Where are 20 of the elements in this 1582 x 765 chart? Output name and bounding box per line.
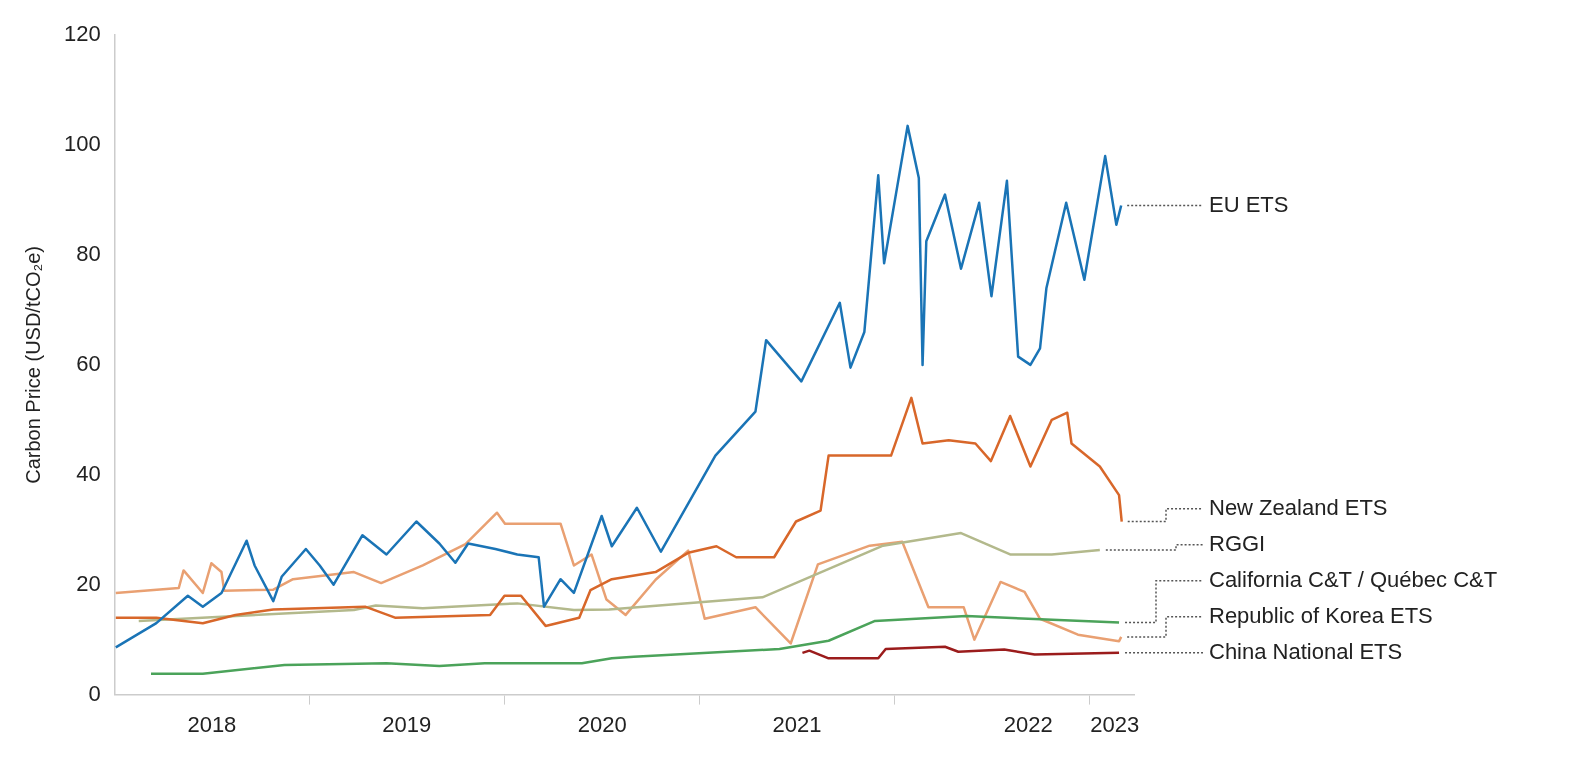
y-tick-label: 60	[76, 350, 101, 376]
x-tick-label: 2022	[1003, 711, 1053, 737]
text: EU ETS	[1209, 191, 1289, 217]
y-tick-label: 80	[76, 241, 101, 267]
y-axis-title: Carbon Price (USD/tCO₂e)	[21, 245, 44, 484]
y-tick-label: 120	[63, 21, 101, 47]
x-tick-label: 2018	[187, 711, 237, 737]
text: China National ETS	[1209, 638, 1403, 664]
x-tick-label: 2020	[577, 711, 627, 737]
x-tick-label: 2019	[382, 711, 432, 737]
y-tick-label: 100	[63, 131, 101, 157]
y-tick-label: 20	[76, 570, 101, 596]
text: RGGI	[1209, 530, 1266, 556]
x-tick-label: 2021	[772, 711, 822, 737]
text: Republic of Korea ETS	[1209, 602, 1433, 628]
text: New Zealand ETS	[1209, 494, 1388, 520]
x-tick-label: 2023	[1090, 711, 1140, 737]
y-tick-label: 0	[88, 680, 101, 706]
text: California C&T / Québec C&T	[1209, 566, 1498, 592]
y-tick-label: 40	[76, 460, 101, 486]
